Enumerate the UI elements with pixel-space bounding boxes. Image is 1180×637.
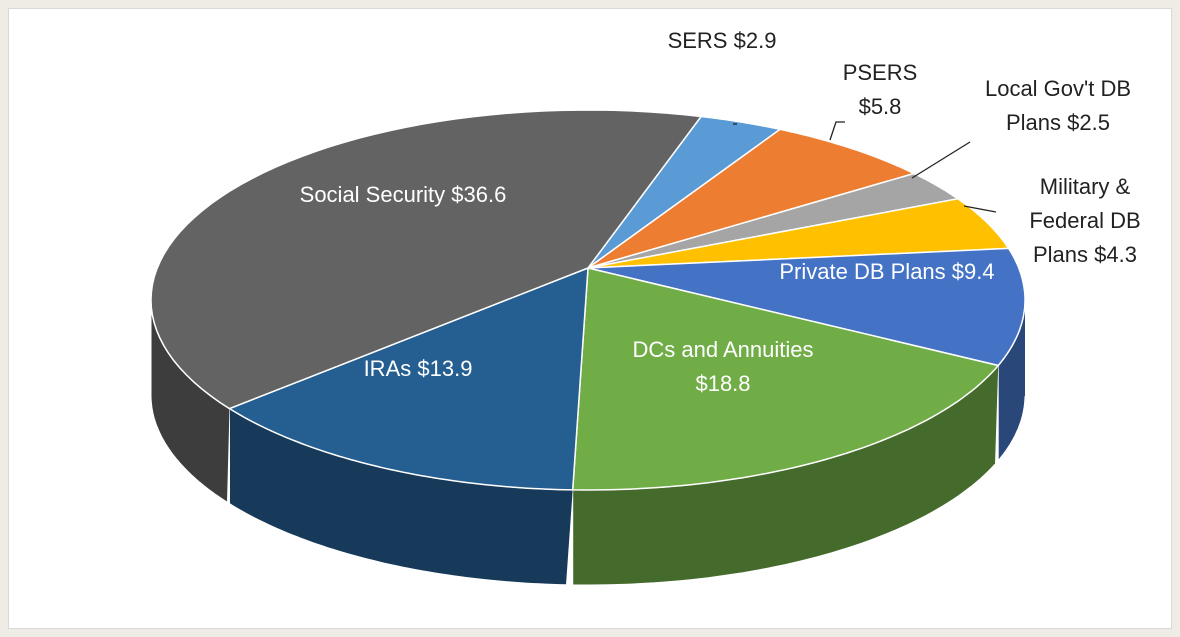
data-label: IRAs $13.9	[338, 352, 498, 386]
category-label: SERS	[667, 28, 728, 53]
data-label: PSERS $5.8	[820, 56, 940, 124]
leader-line	[911, 141, 971, 179]
slice	[587, 115, 782, 269]
value-label: $18.8	[695, 371, 751, 396]
value-label: $2.9	[733, 28, 777, 53]
slice	[571, 267, 1000, 491]
category-label: Social Security	[299, 182, 446, 207]
leader-line	[963, 205, 997, 213]
category-label: Military & Federal DB Plans	[1029, 174, 1141, 267]
data-label: Private DB Plans $9.4	[752, 255, 1022, 289]
category-label: Local Gov't DB Plans	[984, 76, 1132, 135]
slice	[227, 266, 589, 491]
data-label: SERS $2.9	[662, 24, 782, 58]
value-label: $2.5	[1067, 110, 1110, 135]
category-label: IRAs	[363, 356, 412, 381]
value-label: $36.6	[451, 182, 507, 207]
value-label: $9.4	[951, 259, 995, 284]
value-label: $5.8	[858, 94, 902, 119]
data-label: Military & Federal DB Plans $4.3	[1010, 170, 1160, 272]
category-label: DCs and Annuities	[632, 337, 814, 362]
slice	[587, 247, 1026, 367]
slice	[587, 172, 960, 269]
slice	[150, 109, 703, 410]
slice-tops	[150, 109, 1026, 491]
category-label: Private DB Plans	[779, 259, 946, 284]
leader-lines	[733, 121, 997, 213]
leader-line	[829, 121, 845, 141]
category-label: PSERS	[842, 60, 918, 85]
value-label: $13.9	[417, 356, 473, 381]
data-label: Social Security $36.6	[283, 178, 523, 212]
slice	[587, 128, 917, 269]
value-label: $4.3	[1094, 242, 1137, 267]
data-label: Local Gov't DB Plans $2.5	[958, 72, 1158, 140]
slice-sides	[150, 300, 1026, 586]
data-label: DCs and Annuities $18.8	[623, 333, 823, 401]
